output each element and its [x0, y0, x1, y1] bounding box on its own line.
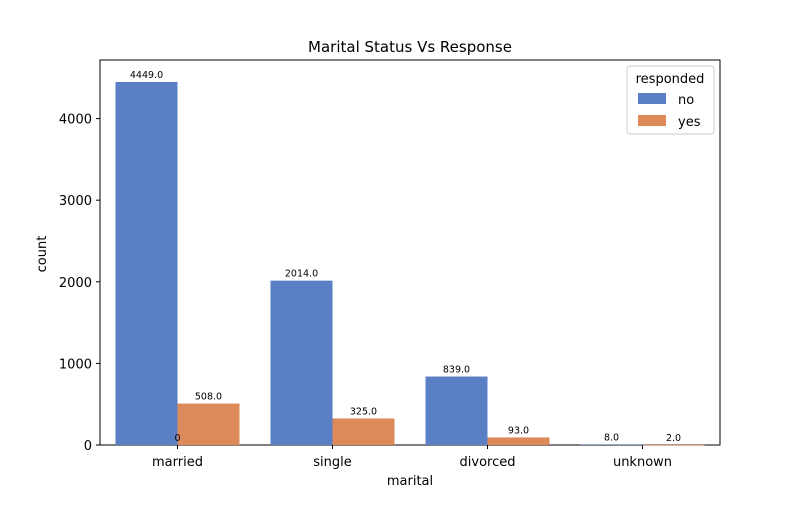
legend-label: yes	[678, 115, 701, 130]
legend-label: no	[678, 93, 694, 108]
x-tick-label: single	[313, 455, 352, 470]
bar-yes-single	[332, 418, 395, 445]
data-label: 508.0	[195, 392, 222, 403]
bar-yes-unknown	[642, 444, 705, 446]
data-label: 93.0	[508, 425, 529, 436]
chart-title: Marital Status Vs Response	[308, 38, 512, 56]
data-label: 2.0	[666, 433, 681, 444]
data-label: 4449.0	[130, 70, 163, 81]
data-label: 325.0	[350, 406, 377, 417]
y-tick-label: 4000	[59, 113, 92, 128]
bars-group: 4449.0 508.0 2014.0 325.0 839.0 93.0 8.0 2.0	[115, 70, 705, 446]
bar-no-unknown	[580, 444, 643, 445]
legend-items: no yes	[638, 93, 701, 130]
axes: 0 1000 2000 3000 4000 married single divorced un…	[59, 59, 721, 470]
y-axis-label: count	[35, 236, 50, 273]
annotations-group: 0	[174, 433, 180, 444]
x-axis-label: marital	[387, 474, 433, 489]
x-tick-label: married	[152, 455, 203, 470]
bar-no-divorced	[425, 376, 488, 445]
y-tick-label: 2000	[59, 276, 92, 291]
y-tick-label: 3000	[59, 194, 92, 209]
y-tick-label: 1000	[59, 357, 92, 372]
x-tick-label: divorced	[460, 455, 516, 470]
x-tick-label: unknown	[613, 455, 672, 470]
data-label: 8.0	[604, 432, 619, 443]
data-label: 839.0	[443, 365, 470, 376]
annotation-label: 0	[174, 433, 180, 444]
legend: responded no yes	[626, 65, 715, 135]
data-label: 2014.0	[285, 269, 318, 280]
legend-title: responded	[636, 72, 705, 87]
legend-swatch-no	[638, 93, 666, 104]
bar-no-married	[115, 81, 178, 445]
legend-swatch-yes	[638, 115, 666, 126]
bar-yes-divorced	[487, 437, 550, 445]
plot-frame	[99, 59, 721, 446]
bar-no-single	[270, 280, 333, 445]
y-tick-label: 0	[84, 439, 92, 454]
bar-yes-married	[177, 403, 240, 445]
